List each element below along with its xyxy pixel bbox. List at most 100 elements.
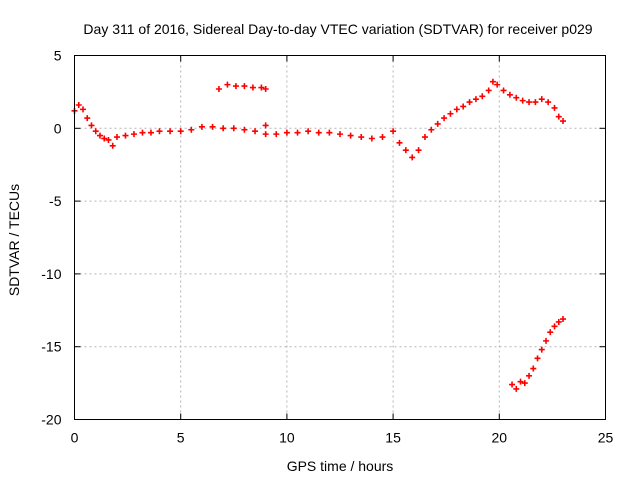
data-point <box>396 139 403 146</box>
data-point <box>326 129 333 136</box>
data-point <box>209 123 216 130</box>
data-point <box>530 365 537 372</box>
data-point <box>415 147 422 154</box>
x-tick-label: 15 <box>385 430 401 446</box>
series-arc-5 <box>396 78 567 161</box>
series-arc-4 <box>262 128 397 142</box>
plot-frame <box>74 55 606 420</box>
data-point <box>232 83 239 90</box>
y-tick-label: 0 <box>54 120 62 136</box>
data-point <box>249 84 256 91</box>
data-point <box>220 125 227 132</box>
x-tick-label: 5 <box>177 430 185 446</box>
data-point <box>551 323 558 330</box>
data-point <box>241 83 248 90</box>
data-point <box>538 346 545 353</box>
data-point <box>421 134 428 141</box>
data-point <box>560 316 567 323</box>
data-point <box>494 81 501 88</box>
data-point <box>188 126 195 133</box>
data-point <box>560 118 567 125</box>
data-point <box>262 122 269 129</box>
series-arc-1 <box>71 102 112 143</box>
y-tick-label: -15 <box>41 339 61 355</box>
data-point <box>305 128 312 135</box>
data-point <box>485 87 492 94</box>
y-tick-label: 5 <box>54 48 62 64</box>
data-point <box>96 132 103 139</box>
data-point <box>521 380 528 387</box>
data-point <box>241 126 248 133</box>
data-point <box>198 123 205 130</box>
data-point <box>545 99 552 106</box>
data-point <box>466 99 473 106</box>
data-point <box>434 120 441 127</box>
data-point <box>262 131 269 138</box>
data-point <box>315 129 322 136</box>
data-point <box>489 78 496 85</box>
data-point <box>551 104 558 111</box>
tick-labels: 0 5 10 15 20 25 5 0 -5 -10 -15 -20 <box>41 48 613 446</box>
data-point <box>555 318 562 325</box>
data-point <box>538 96 545 103</box>
data-point <box>167 128 174 135</box>
data-point <box>258 84 265 91</box>
data-point <box>534 355 541 362</box>
data-point <box>460 103 467 110</box>
data-point <box>506 91 513 98</box>
data-point <box>75 102 82 109</box>
data-point <box>215 85 222 92</box>
data-point <box>262 85 269 92</box>
data-point <box>101 135 108 142</box>
data-point <box>139 129 146 136</box>
data-point <box>109 142 116 149</box>
data-point <box>379 134 386 141</box>
data-point <box>547 329 554 336</box>
x-tick-label: 10 <box>279 430 295 446</box>
data-point <box>273 131 280 138</box>
data-point <box>390 128 397 135</box>
series-arc-6 <box>509 316 567 392</box>
y-tick-label: -20 <box>41 412 61 428</box>
data-point <box>358 134 365 141</box>
data-point <box>409 154 416 161</box>
data-point <box>509 381 516 388</box>
y-tick-label: -5 <box>49 193 62 209</box>
data-point <box>113 134 120 141</box>
data-point <box>105 136 112 143</box>
data-point <box>156 128 163 135</box>
data-point <box>500 87 507 94</box>
data-point <box>252 128 259 135</box>
data-point <box>368 135 375 142</box>
data-point <box>555 113 562 120</box>
y-tick-label: -10 <box>41 266 61 282</box>
data-point <box>337 131 343 138</box>
data-point <box>532 99 539 106</box>
data-point <box>147 129 154 136</box>
data-point <box>130 131 137 138</box>
data-point <box>79 106 86 113</box>
data-point <box>517 378 524 385</box>
data-point <box>441 115 448 122</box>
data-point <box>526 99 533 106</box>
x-tick-label: 20 <box>492 430 508 446</box>
data-point <box>543 337 550 344</box>
data-point <box>479 93 486 100</box>
data-point <box>428 126 435 133</box>
series-arc-2 <box>109 122 269 149</box>
data-point <box>177 128 184 135</box>
data-point <box>84 115 91 122</box>
x-axis-label: GPS time / hours <box>287 458 394 474</box>
data-points <box>71 78 567 392</box>
data-point <box>519 97 526 104</box>
x-tick-label: 0 <box>71 430 79 446</box>
data-point <box>224 81 231 88</box>
data-point <box>472 96 479 103</box>
data-point <box>92 128 99 135</box>
data-point <box>230 125 237 132</box>
data-point <box>402 147 409 154</box>
data-point <box>283 129 290 136</box>
data-point <box>513 385 520 392</box>
